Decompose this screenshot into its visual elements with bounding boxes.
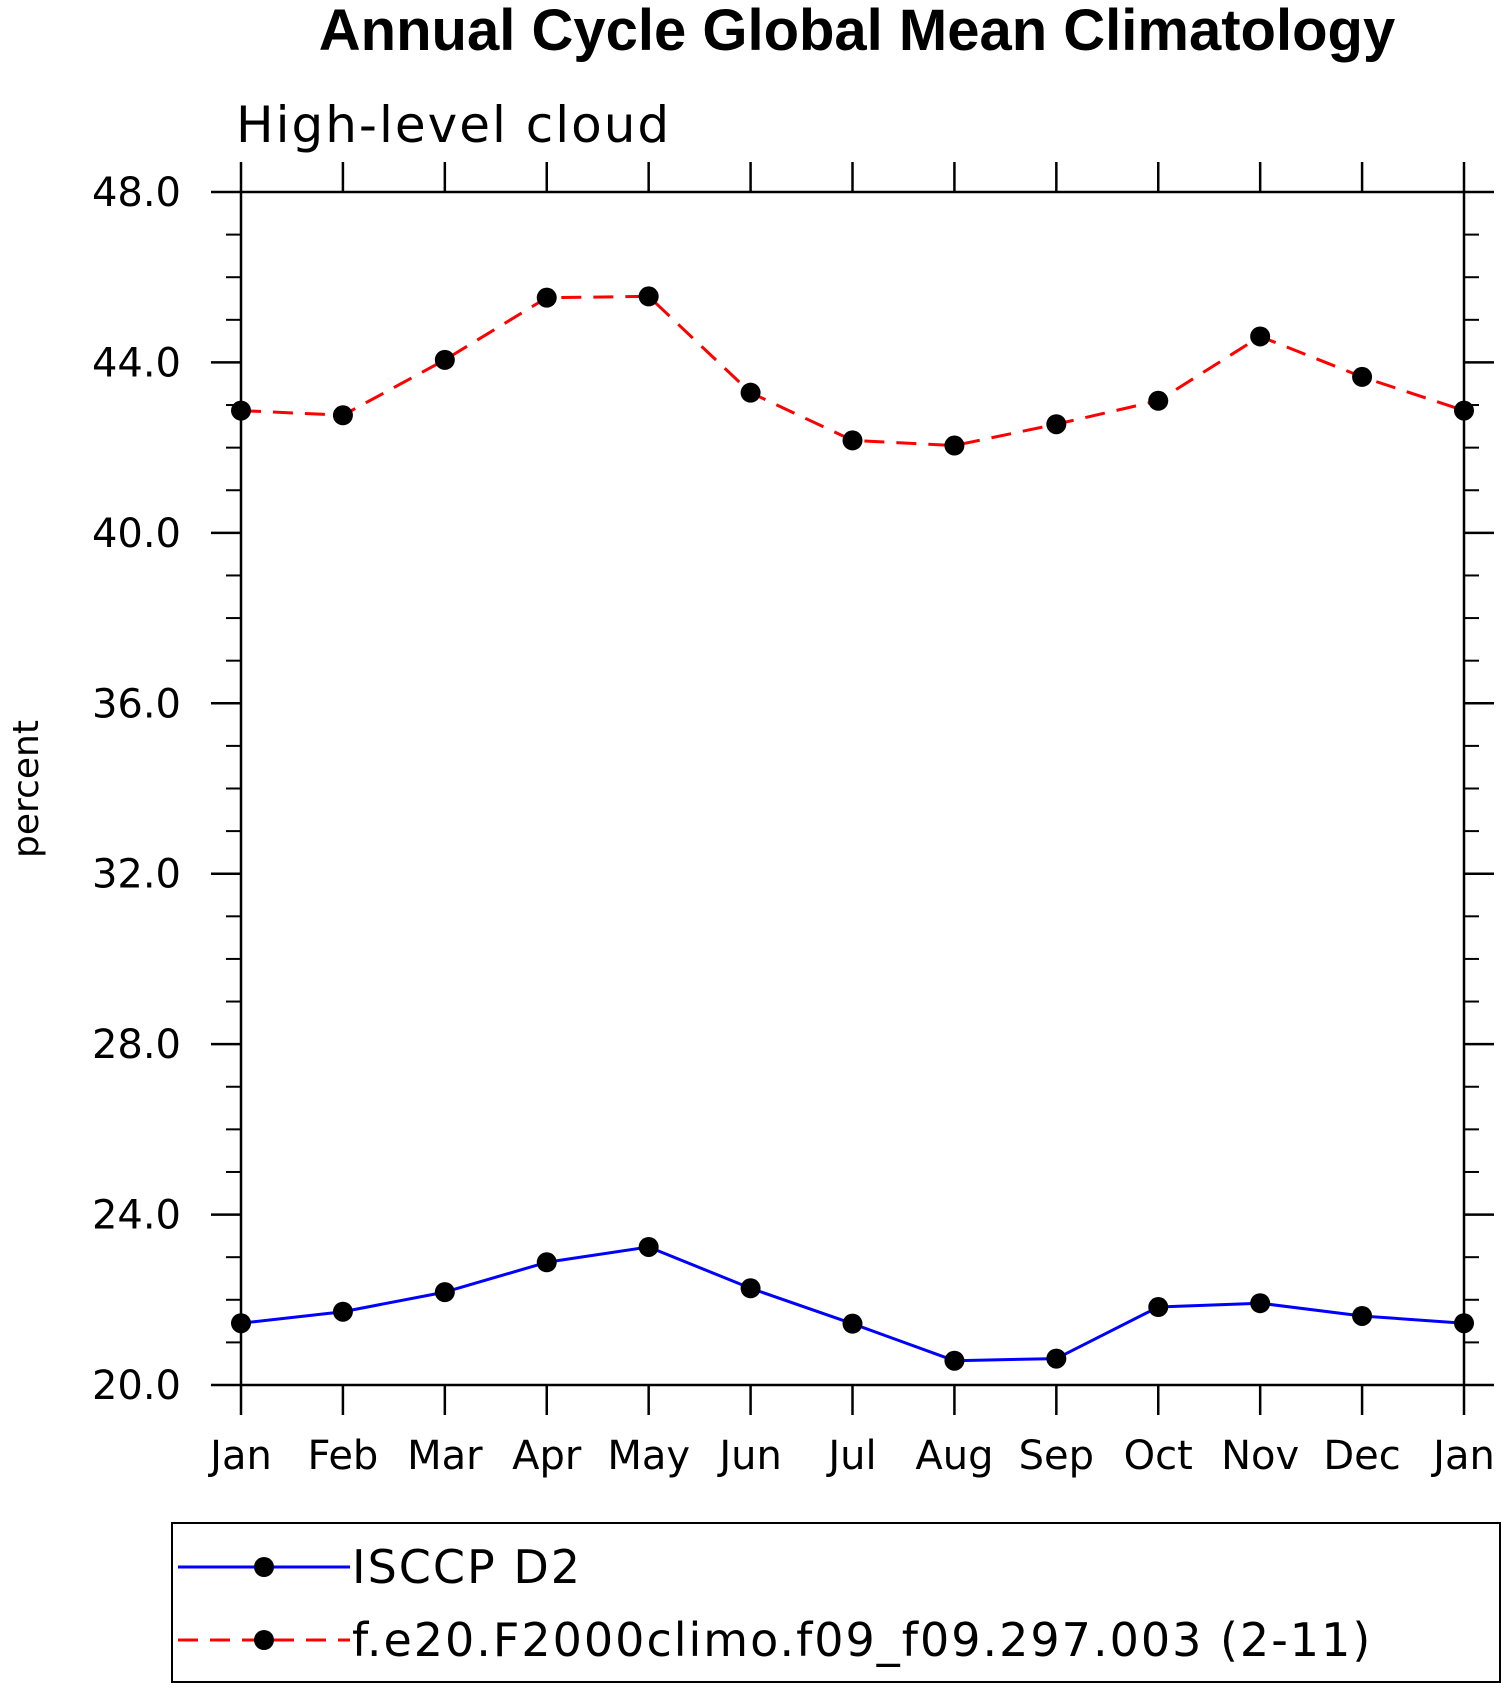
legend-marker-isccp [254,1557,274,1577]
legend-box [171,1522,1501,1683]
chart-subtitle: High-level cloud [236,96,671,154]
chart-title: Annual Cycle Global Mean Climatology [319,0,1395,63]
series-1-point [842,430,863,451]
x-tick-label: Feb [308,1433,379,1479]
series-1-point [944,435,965,456]
legend-marker-model [254,1630,274,1650]
series-1-point [638,286,659,307]
y-axis-label: percent [6,720,47,858]
series-1-point [740,382,761,403]
series-1-point [1352,366,1373,387]
series-1-point [1250,326,1271,347]
y-tick-label: 48.0 [92,170,181,216]
series-0-point [638,1236,659,1257]
series-0-point [740,1278,761,1299]
legend: ISCCP D2 f.e20.F2000climo.f09_f09.297.00… [171,1522,1501,1683]
y-tick-label: 24.0 [92,1193,181,1239]
x-tick-label: Jun [716,1433,782,1479]
x-tick-label: Dec [1323,1433,1400,1479]
axes: 20.0 24.0 28.0 32.0 36.0 40.0 44.0 48.0 Jan Feb Ma… [92,162,1495,1479]
y-tick-label: 32.0 [92,852,181,898]
x-tick-label: Jan [207,1433,272,1479]
series-0-point [434,1282,455,1303]
y-tick-label: 28.0 [92,1022,181,1068]
series-1-point [1046,414,1067,435]
series-0-point [1046,1348,1067,1369]
series-0-point [1148,1297,1169,1318]
series-line-0 [240,1245,1465,1363]
x-tick-label: Mar [407,1433,483,1479]
y-tick-label: 36.0 [92,681,181,727]
series-line-1 [240,294,1465,448]
y-tick-label: 44.0 [92,340,181,386]
x-tick-label: Nov [1221,1433,1299,1479]
series-0-point [536,1252,557,1273]
x-tick-label: Sep [1019,1433,1094,1479]
series-1-point [231,400,251,421]
legend-label-isccp: ISCCP D2 [352,1540,582,1594]
series-1-point [536,287,557,308]
series-0-point [1250,1293,1271,1314]
series-1-point [332,405,353,426]
series-0-point [1454,1313,1474,1334]
series-1-point [434,349,455,370]
legend-label-model: f.e20.F2000climo.f09_f09.297.003 (2-11) [352,1613,1372,1667]
x-tick-label: Jul [825,1433,876,1479]
series-1-point [1454,400,1474,421]
series-layer [231,286,1474,1371]
x-tick-label: Aug [915,1433,993,1479]
series-0-point [231,1313,251,1334]
series-0-point [332,1301,353,1322]
x-tick-label: Apr [512,1433,582,1479]
series-1-point [1148,390,1169,411]
x-tick-label: Oct [1124,1433,1193,1479]
series-0-point [1352,1305,1373,1326]
x-tick-label: Jan [1430,1433,1495,1479]
y-tick-label: 40.0 [92,511,181,557]
series-0-point [842,1313,863,1334]
x-tick-label: May [607,1433,690,1479]
series-0-point [944,1350,965,1371]
y-tick-label: 20.0 [92,1363,181,1409]
